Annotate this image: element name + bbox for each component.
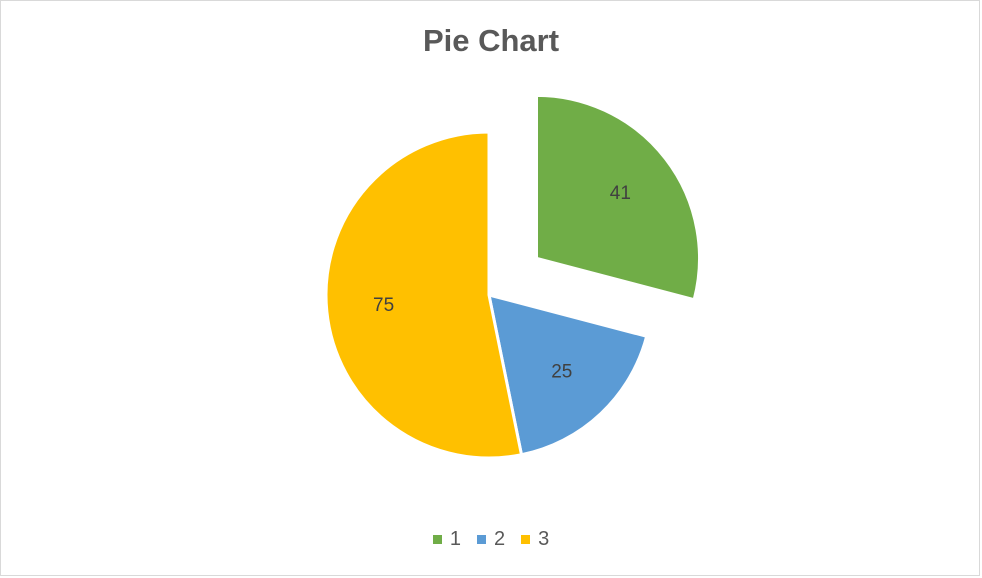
legend: 1 2 3 xyxy=(1,527,981,551)
pie-slice-1 xyxy=(534,93,701,302)
data-label-1: 41 xyxy=(610,183,631,204)
legend-label: 1 xyxy=(449,528,461,550)
data-label-2: 25 xyxy=(551,361,572,382)
legend-item-2: 2 xyxy=(476,528,506,551)
legend-item-3: 3 xyxy=(521,528,549,551)
legend-label: 2 xyxy=(493,528,506,550)
legend-swatch xyxy=(476,535,486,544)
legend-item-1: 1 xyxy=(432,528,461,551)
legend-swatch xyxy=(521,535,531,544)
legend-swatch xyxy=(432,535,442,544)
pie-slice-3 xyxy=(324,130,523,460)
data-label-3: 75 xyxy=(373,295,394,316)
chart-title: Pie Chart xyxy=(422,23,560,58)
pie-slice-2 xyxy=(487,293,649,457)
legend-label: 3 xyxy=(538,528,550,550)
